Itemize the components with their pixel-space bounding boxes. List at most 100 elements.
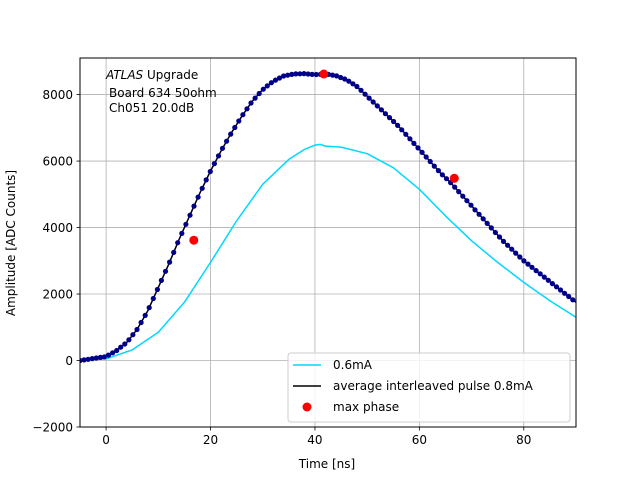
series-1-point <box>138 319 144 326</box>
series-1-point <box>187 212 193 218</box>
series-1-point <box>386 115 393 121</box>
series-1-point <box>167 259 173 265</box>
series-1-point <box>276 75 283 81</box>
series-1-point <box>114 347 120 354</box>
series-1-point <box>509 246 515 252</box>
series-1-point <box>268 80 274 86</box>
series-1-point <box>285 72 291 78</box>
series-1-point <box>374 103 380 109</box>
series-1-point <box>162 268 169 274</box>
y-tick-label: −2000 <box>32 421 73 435</box>
x-tick-label: 60 <box>412 433 427 447</box>
series-1-point <box>492 229 498 236</box>
series-1-point <box>411 140 417 146</box>
series-1-point <box>435 168 441 174</box>
y-tick-label: 0 <box>65 354 73 368</box>
series-1-point <box>313 71 319 78</box>
legend-swatch-series-2 <box>302 402 312 412</box>
series-1-point <box>513 250 519 256</box>
series-1-point <box>456 189 462 195</box>
series-1-point <box>403 131 409 137</box>
annotation-line-2: Board 634 50ohm <box>109 86 217 100</box>
series-1-point <box>171 249 177 255</box>
annotation-line-1: ATLAS Upgrade <box>105 68 198 82</box>
legend-box <box>287 352 571 423</box>
series-2-point <box>449 173 459 183</box>
series-1-point <box>570 297 576 303</box>
legend: 0.6mA average interleaved pulse 0.8mA ma… <box>287 352 571 423</box>
series-1-point <box>419 149 425 155</box>
series-1-point <box>541 274 547 280</box>
series-1-point <box>370 99 376 105</box>
series-1-point <box>97 354 103 360</box>
x-tick-label: 80 <box>516 433 531 447</box>
series-1-point <box>101 354 107 360</box>
series-1-point <box>480 216 486 222</box>
series-1-point <box>215 153 222 159</box>
series-1-point <box>260 86 266 92</box>
series-1-point <box>488 225 494 231</box>
series-1-point <box>391 118 397 125</box>
series-1-point <box>252 95 258 101</box>
series-1-point <box>415 145 421 151</box>
series-1-point <box>236 118 242 124</box>
series-1-point <box>130 332 136 338</box>
series-1-point <box>93 355 99 361</box>
series-1-point <box>146 305 152 311</box>
series-2-point <box>319 69 329 79</box>
series-1-point <box>297 71 303 77</box>
legend-label-series-1: average interleaved pulse 0.8mA <box>333 379 534 393</box>
series-1-point <box>358 87 364 93</box>
series-1-point <box>219 145 226 151</box>
plot-series <box>80 69 576 364</box>
annotation-atlas: ATLAS <box>105 68 144 82</box>
series-1-point <box>366 95 372 101</box>
series-1-point <box>309 71 315 77</box>
y-tick-label: 8000 <box>42 88 73 102</box>
series-1-point <box>500 238 507 244</box>
series-1-point <box>179 230 185 236</box>
series-1-point <box>224 138 230 144</box>
series-1-point <box>505 242 511 248</box>
series-1-point <box>460 193 466 199</box>
series-1-point <box>105 352 112 358</box>
series-1-point <box>232 124 238 131</box>
series-1-point <box>496 234 503 240</box>
series-1-point <box>545 277 551 283</box>
series-1-point <box>301 71 307 77</box>
series-1-point <box>537 271 543 277</box>
series-1-point <box>378 107 384 113</box>
series-1-point <box>338 74 344 81</box>
series-1-point <box>89 356 95 362</box>
series-1-point <box>228 131 234 137</box>
series-1-point <box>264 83 270 89</box>
series-1-point <box>142 312 148 318</box>
series-1-point <box>362 91 368 97</box>
x-axis-ticks: 0 20 40 60 80 <box>102 427 531 447</box>
series-1-point <box>431 163 437 169</box>
series-1-point <box>423 154 429 160</box>
legend-label-series-0: 0.6mA <box>333 358 373 372</box>
annotation-upgrade: Upgrade <box>143 68 198 82</box>
series-1-point <box>203 177 209 183</box>
series-1-point <box>452 184 458 190</box>
series-1-point <box>207 168 213 175</box>
x-tick-label: 20 <box>203 433 218 447</box>
series-1-line <box>80 72 576 362</box>
series-1-point <box>195 194 201 200</box>
series-1-point <box>305 71 311 77</box>
series-1-point <box>183 221 189 227</box>
series-2-point <box>189 235 199 245</box>
series-1-point <box>484 220 490 226</box>
series-1-point <box>350 81 356 87</box>
series-1-point <box>427 158 433 165</box>
x-axis-label: Time [ns] <box>298 457 355 471</box>
plot-area <box>80 69 576 364</box>
series-1-point <box>85 356 91 362</box>
series-1-point <box>158 277 164 283</box>
series-1-point <box>256 90 262 97</box>
series-1-point <box>126 337 132 343</box>
series-1-point <box>293 71 299 77</box>
y-axis-label: Amplitude [ADC Counts] <box>4 170 18 316</box>
